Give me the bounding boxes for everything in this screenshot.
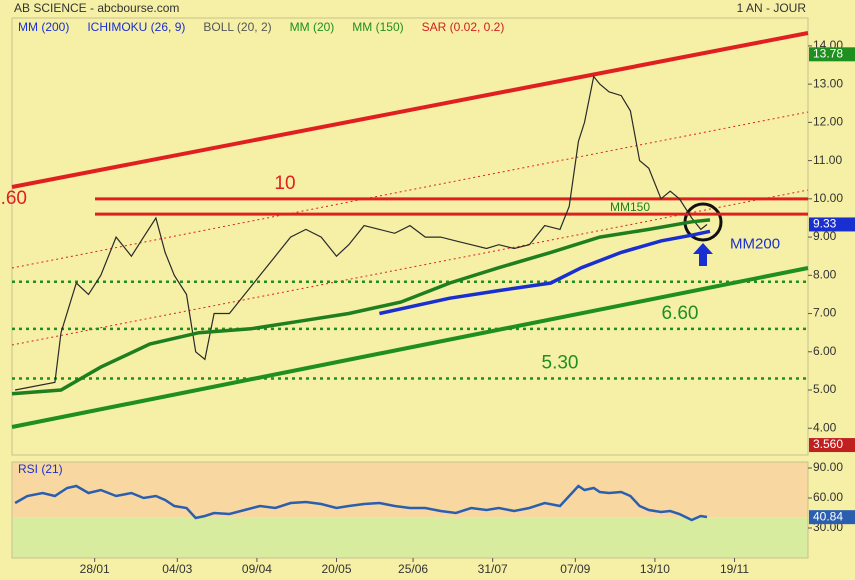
rsi-frame [11, 461, 809, 559]
y-tick-label: 7.00 [813, 306, 837, 320]
y-tick-label: 60.00 [813, 490, 843, 504]
legend-entry: BOLL (20, 2) [203, 20, 271, 34]
level-label: 9.60 [0, 188, 27, 209]
rsi-lower-zone [12, 517, 808, 558]
series-line [14, 75, 708, 391]
header-period: 1 AN - JOUR [737, 1, 807, 15]
x-tick-label: 25/06 [398, 562, 428, 576]
price-tag [809, 217, 855, 232]
channel-mid [11, 189, 809, 346]
y-tick-label: 8.00 [813, 267, 837, 281]
arrow [693, 243, 713, 266]
series-label: MM200 [730, 235, 780, 252]
y-tick-label: 4.00 [813, 420, 837, 434]
series-line [11, 218, 711, 396]
series-line [379, 229, 711, 316]
channel-top [11, 31, 809, 189]
price-tag [809, 510, 855, 525]
header-title: AB SCIENCE - abcbourse.com [14, 1, 179, 15]
legend-entry: MM (200) [18, 20, 69, 34]
legend-entry: MM (20) [290, 20, 335, 34]
level-label: 5.30 [542, 353, 579, 374]
price-tag-label: 13.78 [813, 46, 843, 60]
x-tick-label: 19/11 [720, 562, 749, 576]
x-tick-label: 28/01 [80, 562, 110, 576]
price-tag [809, 438, 855, 453]
y-tick-label: 90.00 [813, 460, 843, 474]
y-tick-label: 6.00 [813, 344, 837, 358]
series-line [14, 484, 708, 522]
channel-bottom [11, 266, 809, 429]
series-label: MM150 [610, 200, 650, 214]
y-tick-label: 9.00 [813, 229, 837, 243]
price-tag [809, 47, 855, 62]
y-tick-label: 10.00 [813, 191, 843, 205]
rsi-title: RSI (21) [18, 462, 63, 476]
level-label: 10 [274, 173, 295, 194]
legend-entry: ICHIMOKU (26, 9) [87, 20, 185, 34]
x-tick-label: 13/10 [640, 562, 670, 576]
y-tick-label: 12.00 [813, 115, 843, 129]
x-tick-label: 07/09 [560, 562, 590, 576]
x-tick-label: 04/03 [162, 562, 192, 576]
legend-entry: SAR (0.02, 0.2) [422, 20, 505, 34]
level-label: 6.60 [662, 303, 699, 324]
x-tick-label: 20/05 [322, 562, 352, 576]
price-tag-label: 3.560 [813, 437, 843, 451]
channel-mid [11, 111, 809, 269]
y-tick-label: 11.00 [813, 153, 842, 167]
x-tick-label: 09/04 [242, 562, 272, 576]
y-tick-label: 5.00 [813, 382, 837, 396]
price-tag-label: 40.84 [813, 509, 843, 523]
y-tick-label: 13.00 [813, 76, 843, 90]
legend-entry: MM (150) [352, 20, 403, 34]
price-tag-label: 9.33 [813, 217, 837, 231]
x-tick-label: 31/07 [478, 562, 508, 576]
